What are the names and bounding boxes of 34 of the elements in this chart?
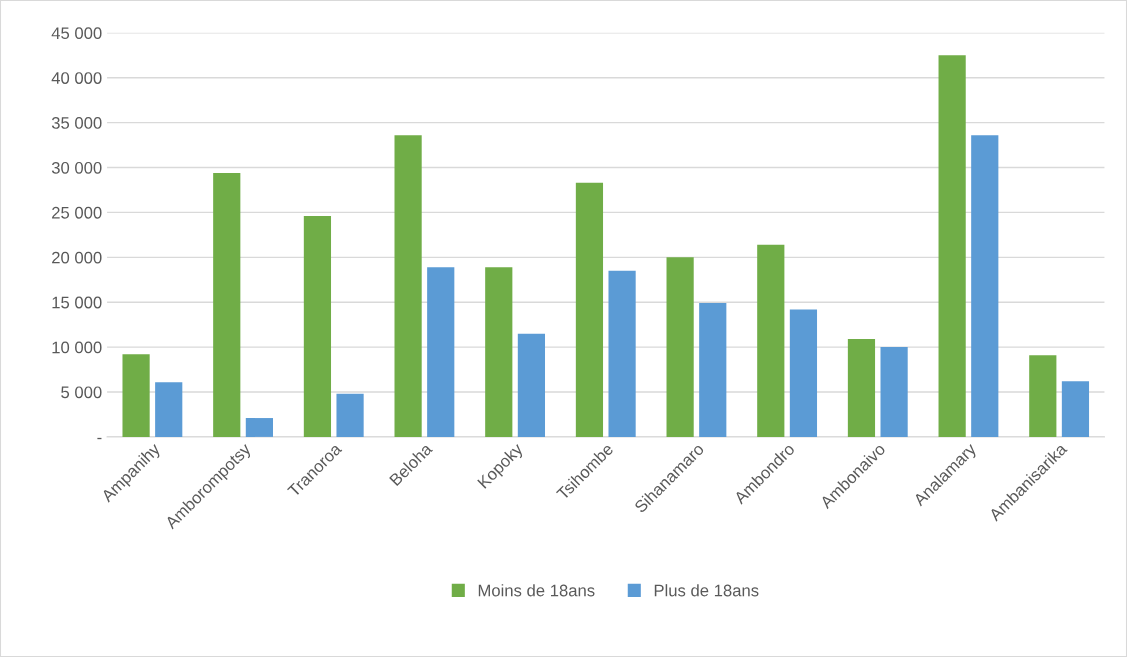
bar	[517, 333, 546, 437]
bar	[789, 309, 818, 437]
bar	[122, 354, 150, 437]
bar	[303, 216, 332, 437]
bar	[245, 418, 273, 437]
bar	[1061, 381, 1090, 437]
y-tick-label: 5 000	[61, 386, 102, 399]
y-tick-label: 35 000	[51, 117, 102, 129]
bar	[336, 393, 364, 437]
y-tick-label: 40 000	[51, 72, 102, 84]
bar	[1029, 355, 1057, 437]
bar	[485, 267, 513, 437]
y-tick-label: 45 000	[51, 27, 102, 40]
y-tick-label: 25 000	[52, 206, 102, 219]
y-tick-label: 10 000	[52, 341, 102, 354]
bar	[666, 257, 694, 437]
bar	[213, 172, 241, 437]
bar	[608, 270, 636, 437]
bar	[394, 135, 422, 437]
y-tick-label: 15 000	[52, 296, 102, 309]
y-tick-label: 20 000	[52, 251, 102, 264]
bar	[699, 303, 727, 437]
bar	[427, 267, 455, 437]
y-tick-label: 30 000	[51, 161, 102, 174]
bar	[155, 382, 183, 437]
legend-label: Moins de 18ans	[478, 584, 595, 597]
bar	[757, 244, 785, 437]
y-tick-label: -	[97, 437, 102, 440]
bar	[938, 55, 966, 437]
legend-label: Plus de 18ans	[654, 584, 759, 597]
bar	[880, 347, 908, 437]
bar	[847, 339, 876, 437]
bar	[575, 182, 604, 437]
bar	[971, 135, 999, 437]
